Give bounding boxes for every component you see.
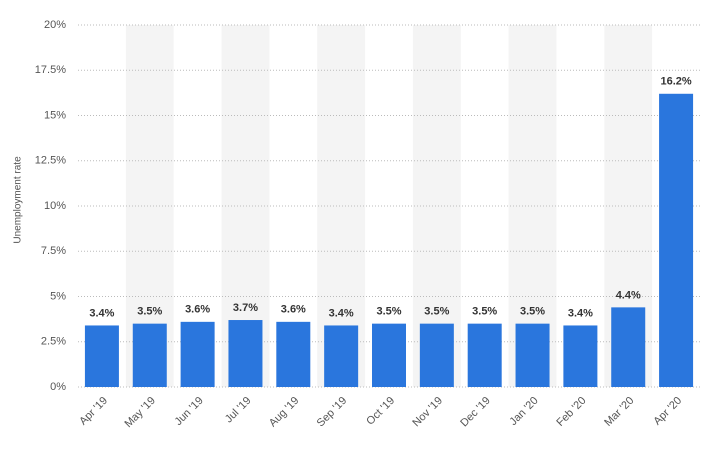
- bar: [180, 321, 215, 387]
- bar: [419, 323, 454, 387]
- bar: [228, 320, 263, 387]
- x-tick-label: Mar '20: [602, 395, 636, 429]
- x-tick-label: Jun '19: [172, 395, 205, 428]
- y-tick-label: 10%: [44, 200, 66, 212]
- y-tick-label: 7.5%: [41, 245, 66, 257]
- value-label: 3.6%: [185, 304, 210, 316]
- y-tick-label: 15%: [44, 109, 66, 121]
- value-label: 3.5%: [520, 306, 545, 318]
- x-tick-label: Oct '19: [364, 395, 397, 428]
- bar: [563, 325, 598, 387]
- x-tick-label: Apr '19: [77, 395, 110, 428]
- bar: [84, 325, 119, 387]
- x-tick-label: Aug '19: [267, 395, 302, 430]
- bar: [611, 307, 646, 387]
- y-tick-label: 5%: [50, 290, 66, 302]
- bar: [467, 323, 502, 387]
- bar: [324, 325, 359, 387]
- bar: [276, 321, 311, 387]
- value-label: 3.6%: [281, 304, 306, 316]
- x-tick-label: Sep '19: [315, 395, 350, 430]
- x-tick-label: Jul '19: [223, 395, 254, 426]
- value-label: 4.4%: [616, 289, 641, 301]
- bar: [659, 93, 694, 387]
- value-label: 3.5%: [472, 306, 497, 318]
- value-label: 3.4%: [329, 307, 354, 319]
- value-label: 3.5%: [424, 306, 449, 318]
- value-label: 3.4%: [568, 307, 593, 319]
- value-label: 16.2%: [660, 76, 691, 88]
- y-tick-label: 17.5%: [35, 64, 66, 76]
- y-tick-label: 0%: [50, 381, 66, 393]
- y-tick-label: 20%: [44, 19, 66, 31]
- value-label: 3.5%: [137, 306, 162, 318]
- bar: [515, 323, 550, 387]
- x-tick-label: Nov '19: [410, 395, 445, 430]
- value-label: 3.4%: [89, 307, 114, 319]
- x-tick-label: Feb '20: [554, 395, 588, 429]
- y-axis-label: Unemployment rate: [13, 156, 24, 244]
- x-tick-label: Jan '20: [507, 395, 540, 428]
- bar: [372, 323, 406, 387]
- y-tick-label: 2.5%: [41, 336, 66, 348]
- x-tick-label: Dec '19: [458, 395, 493, 430]
- value-label: 3.7%: [233, 302, 258, 314]
- x-tick-label: May '19: [122, 395, 157, 430]
- value-label: 3.5%: [376, 306, 401, 318]
- x-tick-label: Apr '20: [651, 395, 684, 428]
- y-tick-label: 12.5%: [35, 155, 66, 167]
- bar: [132, 323, 167, 387]
